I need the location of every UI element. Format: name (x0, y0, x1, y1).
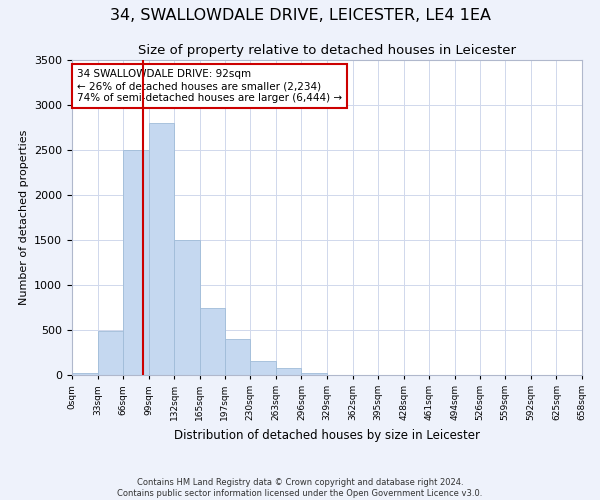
Bar (200, 308, 224, 375)
Bar (175, 240, 200, 375)
Bar (149, 123, 175, 375)
X-axis label: Distribution of detached houses by size in Leicester: Distribution of detached houses by size … (174, 428, 480, 442)
Bar (98, 331, 123, 375)
Bar (276, 368, 301, 375)
Bar (301, 373, 327, 375)
Text: Contains HM Land Registry data © Crown copyright and database right 2024.
Contai: Contains HM Land Registry data © Crown c… (118, 478, 482, 498)
Y-axis label: Number of detached properties: Number of detached properties (19, 130, 29, 305)
Title: Size of property relative to detached houses in Leicester: Size of property relative to detached ho… (138, 44, 516, 58)
Text: 34, SWALLOWDALE DRIVE, LEICESTER, LE4 1EA: 34, SWALLOWDALE DRIVE, LEICESTER, LE4 1E… (110, 8, 491, 22)
Bar (250, 361, 276, 375)
Bar (72, 373, 98, 375)
Bar (123, 150, 149, 375)
Bar (224, 339, 250, 375)
Text: 34 SWALLOWDALE DRIVE: 92sqm
← 26% of detached houses are smaller (2,234)
74% of : 34 SWALLOWDALE DRIVE: 92sqm ← 26% of det… (77, 70, 342, 102)
